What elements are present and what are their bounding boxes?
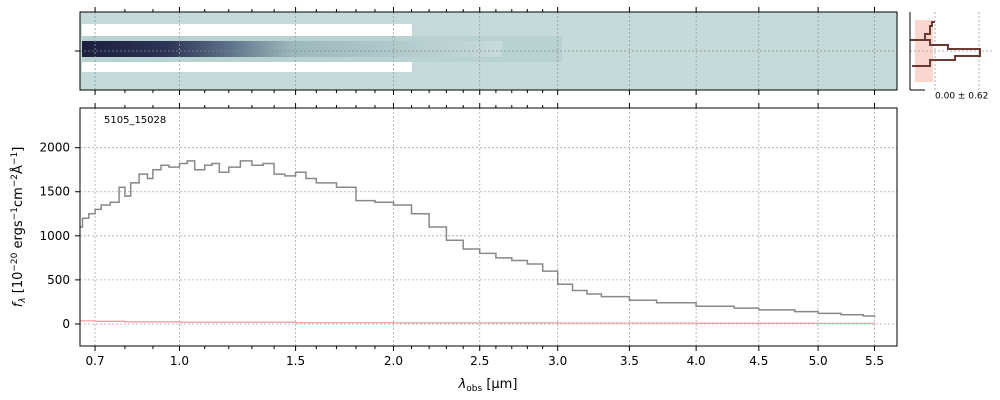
x-axis-ticks: 0.7 1.0 1.5 2.0 2.5 3.0 3.5 4.0 4.5 5.0 5.5: [86, 103, 884, 368]
x-tick-label: 3.0: [548, 354, 567, 368]
y-label-e3: −2: [10, 174, 20, 187]
x-tick-label: 5.5: [865, 354, 884, 368]
series-flux-line: [80, 160, 876, 317]
x-axis-label-sub: obs: [466, 384, 482, 394]
y-label-b: ergs: [11, 220, 26, 252]
x-tick-label: 4.0: [687, 354, 706, 368]
spectrum-1d-grid: [80, 108, 897, 346]
x-tick-label: 3.5: [620, 354, 639, 368]
y-label-e1: −20: [10, 252, 20, 271]
x-tick-label: 1.5: [286, 354, 305, 368]
spectrum-2d-panel: [75, 7, 898, 95]
profile-annotation: 0.00 ± 0.62: [935, 92, 988, 102]
profile-panel: 0.00 ± 0.62: [909, 12, 992, 102]
y-label-c: cm: [11, 187, 26, 207]
y-label-sub: λ: [18, 297, 28, 303]
y-label-e2: −1: [10, 207, 20, 220]
x-tick-label: 2.5: [470, 354, 489, 368]
y-label-a: [10: [11, 272, 26, 298]
object-id-label: 5105_15028: [104, 115, 166, 126]
spectrum-2d-trace: [82, 41, 502, 57]
y-tick-label: 1500: [39, 185, 70, 199]
y-tick-label: 2000: [39, 141, 70, 155]
y-label-d: Å: [10, 165, 26, 174]
x-tick-label: 2.0: [384, 354, 403, 368]
x-tick-label: 5.0: [809, 354, 828, 368]
x-tick-label: 0.7: [86, 354, 105, 368]
spectrum-2d-grid: [94, 12, 875, 90]
profile-data-line: [910, 39, 981, 67]
y-tick-label: 0: [62, 317, 70, 331]
y-label-f: f: [11, 300, 26, 307]
spectrum-1d-frame: [79, 107, 898, 347]
spectrum-2d-ticks: [94, 7, 876, 95]
y-tick-label: 1000: [39, 229, 70, 243]
x-tick-label: 1.0: [170, 354, 189, 368]
spectrum-1d-panel: 0.7 1.0 1.5 2.0 2.5 3.0 3.5 4.0 4.5 5.0 5.5 0 500 10…: [10, 103, 898, 394]
x-tick-label: 4.5: [749, 354, 768, 368]
y-label-e4: −1: [10, 152, 20, 165]
x-axis-label: λobs [μm]: [458, 377, 518, 394]
x-axis-label-unit: [μm]: [482, 377, 517, 392]
y-tick-label: 500: [47, 273, 70, 287]
spectrum-1d-plot-area: [80, 160, 876, 325]
x-axis-label-symbol: λ: [458, 377, 467, 392]
y-axis-ticks: 0 500 1000 1500 2000: [39, 141, 80, 331]
series-error-line: [80, 320, 876, 325]
y-axis-label: fλ [10−20 ergs−1cm−2Å−1]: [10, 147, 28, 308]
y-label-e: ]: [11, 147, 26, 152]
